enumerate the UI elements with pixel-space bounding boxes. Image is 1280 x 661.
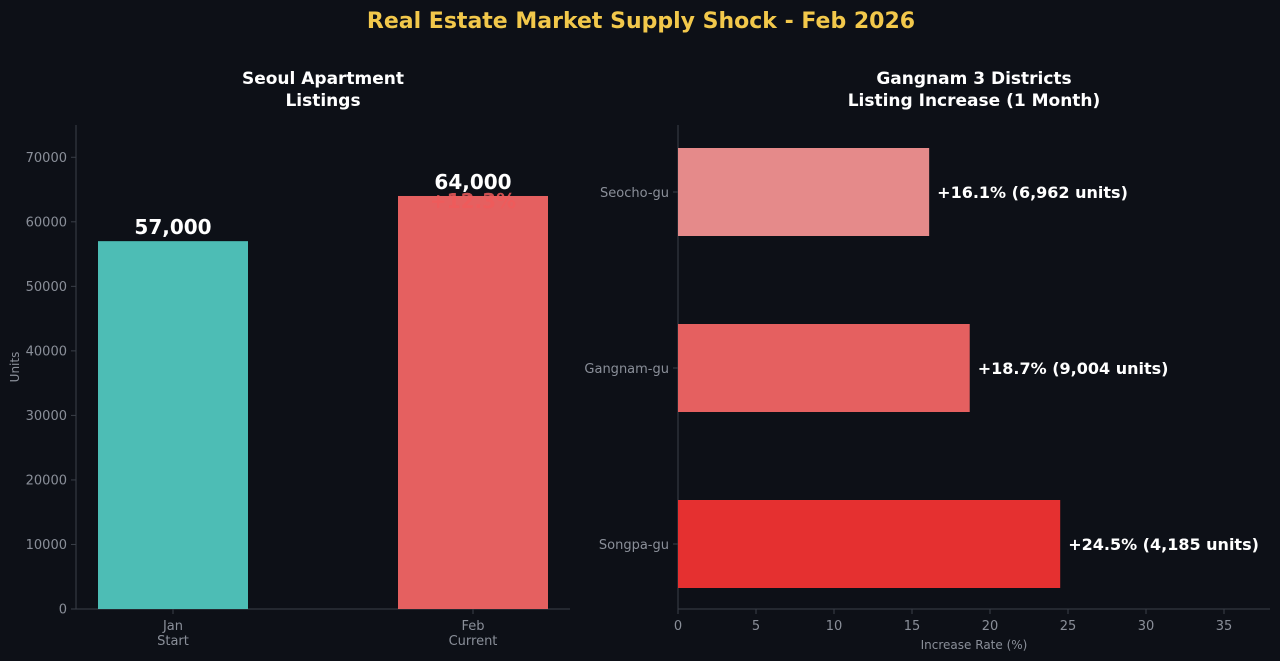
left-y-axis-label: Units: [8, 352, 22, 383]
left-y-tick-label: 20000: [26, 473, 67, 488]
district-increase-annotation: +24.5% (4,185 units): [1068, 535, 1259, 554]
bar-value-label: 57,000: [134, 215, 211, 239]
main-title: Real Estate Market Supply Shock - Feb 20…: [367, 9, 915, 34]
right-x-tick-label: 30: [1138, 619, 1155, 634]
left-y-tick-label: 30000: [26, 409, 67, 424]
change-percent-label: +12.3%: [430, 189, 516, 213]
listing-bar: [98, 241, 248, 609]
district-label: Songpa-gu: [599, 538, 669, 553]
right-chart-title-line: Listing Increase (1 Month): [848, 91, 1101, 111]
listing-bar: [398, 195, 548, 609]
left-y-tick-label: 0: [59, 603, 67, 618]
right-x-tick-label: 10: [826, 619, 843, 634]
district-increase-annotation: +18.7% (9,004 units): [978, 359, 1169, 378]
district-label: Gangnam-gu: [584, 362, 669, 377]
district-bar: [678, 500, 1061, 588]
district-increase-annotation: +16.1% (6,962 units): [937, 183, 1128, 202]
left-y-tick-label: 60000: [26, 215, 67, 230]
left-x-tick-label: Feb: [461, 619, 484, 634]
left-x-tick-label: Start: [157, 634, 189, 649]
right-x-tick-label: 20: [982, 619, 999, 634]
district-bar: [678, 148, 930, 236]
left-x-tick-label: Current: [449, 634, 498, 649]
left-chart-title-line: Listings: [285, 91, 360, 111]
right-x-tick-label: 25: [1060, 619, 1077, 634]
left-y-tick-label: 10000: [26, 538, 67, 553]
left-chart-title-line: Seoul Apartment: [242, 69, 404, 89]
district-label: Seocho-gu: [600, 186, 669, 201]
right-x-tick-label: 5: [752, 619, 760, 634]
right-x-tick-label: 0: [674, 619, 682, 634]
bar-value-label: 64,000: [434, 170, 511, 194]
right-x-tick-label: 35: [1216, 619, 1233, 634]
left-y-tick-label: 70000: [26, 151, 67, 166]
left-x-tick-label: Jan: [162, 619, 183, 634]
right-x-axis-label: Increase Rate (%): [921, 638, 1028, 652]
left-y-tick-label: 40000: [26, 344, 67, 359]
right-chart-title-line: Gangnam 3 Districts: [876, 69, 1071, 89]
left-y-tick-label: 50000: [26, 280, 67, 295]
right-x-tick-label: 15: [904, 619, 921, 634]
district-bar: [678, 324, 970, 412]
